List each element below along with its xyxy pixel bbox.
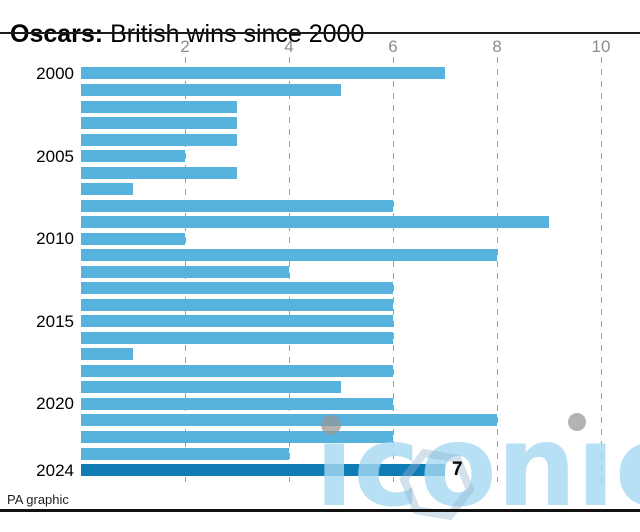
source-credit: PA graphic [7, 492, 69, 507]
chart-bar [81, 282, 393, 295]
chart-bar [81, 67, 445, 80]
chart-bar [81, 117, 237, 129]
x-axis-tick-label: 4 [284, 37, 294, 56]
x-axis-tick-label: 10 [591, 37, 611, 56]
gridline [393, 57, 394, 482]
chart-bar [81, 249, 497, 262]
pa-infographic: Oscars: British wins since 2000 2 4 6 8 10 20… [0, 19, 640, 523]
chart-bar [81, 216, 549, 229]
chart-bar [81, 447, 289, 460]
chart-bar [81, 381, 341, 394]
chart-bar [81, 397, 393, 410]
chart-bar [81, 199, 393, 212]
chart-bar [81, 348, 133, 361]
chart-bar [81, 414, 497, 427]
year-axis-label: 2010 [36, 229, 74, 249]
chart-bar [81, 315, 393, 328]
bar-chart: 2 4 6 8 10 2000 2005 2010 2015 2020 2024 7 [36, 37, 611, 482]
year-axis-label: 2020 [36, 394, 74, 414]
chart-bar [81, 166, 237, 179]
x-axis-tick-label: 6 [388, 37, 398, 56]
chart-bar [81, 83, 341, 96]
chart-bar [81, 464, 445, 476]
chart-bar [81, 331, 393, 344]
footer-divider [0, 509, 640, 512]
chart-bar [81, 133, 237, 146]
year-axis-label: 2005 [36, 146, 74, 166]
chart-bar [81, 298, 393, 311]
chart-bar [81, 100, 237, 113]
chart-bar [81, 150, 185, 162]
year-axis-label: 2024 [36, 460, 74, 480]
chart-bar [81, 265, 289, 278]
chart-bar [81, 430, 393, 443]
gridline [497, 57, 498, 482]
gridline [601, 57, 602, 482]
year-axis-label: 2015 [36, 311, 74, 331]
chart-bar [81, 232, 185, 245]
chart-bar [81, 183, 133, 196]
value-label-2024: 7 [452, 459, 463, 480]
chart-bar [81, 364, 393, 377]
gridline [289, 57, 290, 482]
year-axis-label: 2000 [36, 63, 74, 83]
x-axis-tick-label: 2 [180, 37, 190, 56]
header-divider [0, 32, 640, 34]
x-axis-tick-label: 8 [492, 37, 502, 56]
